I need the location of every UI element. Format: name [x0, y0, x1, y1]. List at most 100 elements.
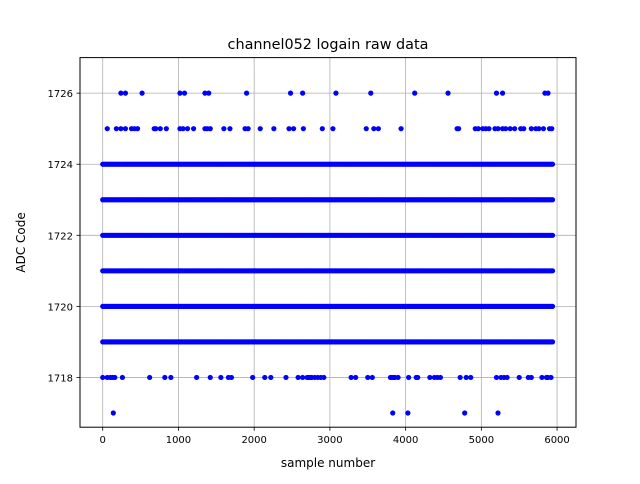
- data-point: [406, 374, 412, 381]
- data-point: [365, 374, 371, 381]
- data-point: [134, 126, 141, 132]
- data-point: [540, 126, 547, 132]
- x-tick-label: 1000: [166, 435, 191, 446]
- data-point: [549, 126, 555, 132]
- y-tick-label: 1726: [48, 89, 73, 100]
- data-point: [539, 374, 545, 381]
- data-point: [190, 126, 197, 132]
- data-point: [321, 374, 327, 381]
- y-axis-label: ADC Code: [14, 212, 28, 272]
- data-point: [475, 126, 481, 132]
- data-point: [412, 90, 418, 96]
- data-point: [177, 90, 183, 96]
- data-point: [330, 126, 336, 132]
- data-point: [398, 126, 404, 132]
- data-point: [268, 374, 274, 381]
- data-point: [218, 374, 224, 381]
- data-point: [468, 374, 474, 381]
- plot-area-frame: [79, 57, 577, 428]
- data-point: [368, 90, 374, 96]
- data-point: [162, 374, 168, 381]
- data-point: [445, 90, 451, 96]
- data-point: [486, 126, 492, 132]
- data-point: [118, 90, 124, 96]
- x-axis-label: sample number: [281, 456, 375, 470]
- data-point: [118, 126, 124, 132]
- data-point: [371, 126, 377, 132]
- data-points: [100, 90, 556, 416]
- data-point: [262, 374, 268, 381]
- data-point: [495, 126, 501, 132]
- chart-title: channel052 logain raw data: [228, 37, 429, 53]
- data-point: [181, 90, 188, 96]
- data-point: [139, 90, 145, 96]
- data-point: [512, 126, 518, 132]
- data-point: [545, 90, 551, 96]
- data-point: [207, 374, 213, 381]
- data-point: [202, 90, 208, 96]
- data-point: [257, 126, 263, 132]
- data-point: [395, 374, 401, 381]
- data-point: [319, 126, 325, 132]
- x-tick-label: 2000: [241, 435, 266, 446]
- data-point: [549, 339, 556, 345]
- data-point: [493, 90, 500, 96]
- data-point: [168, 374, 174, 381]
- y-tick-label: 1722: [48, 231, 73, 242]
- data-point: [122, 90, 129, 96]
- data-point: [100, 374, 106, 381]
- data-point: [499, 90, 506, 96]
- data-point: [390, 410, 396, 416]
- y-axis-ticks: 1718 1720 1722 1724 1726: [48, 89, 80, 384]
- data-point: [113, 126, 119, 132]
- data-point: [243, 90, 250, 96]
- data-point: [353, 374, 359, 381]
- data-point: [504, 374, 510, 381]
- x-tick-label: 5000: [469, 435, 494, 446]
- data-point: [153, 126, 159, 132]
- y-tick-label: 1718: [48, 373, 73, 384]
- data-point: [157, 126, 163, 132]
- x-tick-label: 4000: [393, 435, 418, 446]
- data-point: [110, 410, 116, 416]
- data-point: [300, 90, 306, 96]
- x-axis-ticks: 0 1000 2000 3000 4000 5000 6000: [100, 427, 570, 446]
- data-point: [457, 374, 463, 381]
- data-point: [283, 374, 289, 381]
- data-point: [528, 126, 534, 132]
- data-point: [221, 126, 227, 132]
- data-point: [369, 374, 375, 381]
- data-point: [363, 126, 369, 132]
- data-point: [549, 232, 556, 238]
- data-point: [300, 374, 306, 381]
- data-point: [250, 374, 256, 381]
- data-point: [549, 268, 556, 274]
- data-point: [184, 126, 191, 132]
- data-point: [348, 374, 354, 381]
- y-tick-label: 1724: [48, 160, 73, 171]
- x-tick-label: 3000: [317, 435, 342, 446]
- data-point: [112, 374, 118, 381]
- data-point: [290, 126, 297, 132]
- data-point: [119, 374, 126, 381]
- data-point: [104, 126, 110, 132]
- data-point: [507, 126, 513, 132]
- data-point: [375, 126, 381, 132]
- data-point: [536, 126, 542, 132]
- data-point: [147, 374, 153, 381]
- data-point: [287, 90, 294, 96]
- data-point: [427, 374, 433, 381]
- data-point: [271, 126, 277, 132]
- data-point: [493, 374, 500, 381]
- data-point: [516, 374, 522, 381]
- data-point: [245, 126, 251, 132]
- data-point: [333, 90, 339, 96]
- data-point: [549, 161, 556, 167]
- data-point: [206, 90, 212, 96]
- data-point: [228, 374, 235, 381]
- x-tick-label: 0: [100, 435, 106, 446]
- data-point: [502, 126, 509, 132]
- data-point: [548, 374, 554, 381]
